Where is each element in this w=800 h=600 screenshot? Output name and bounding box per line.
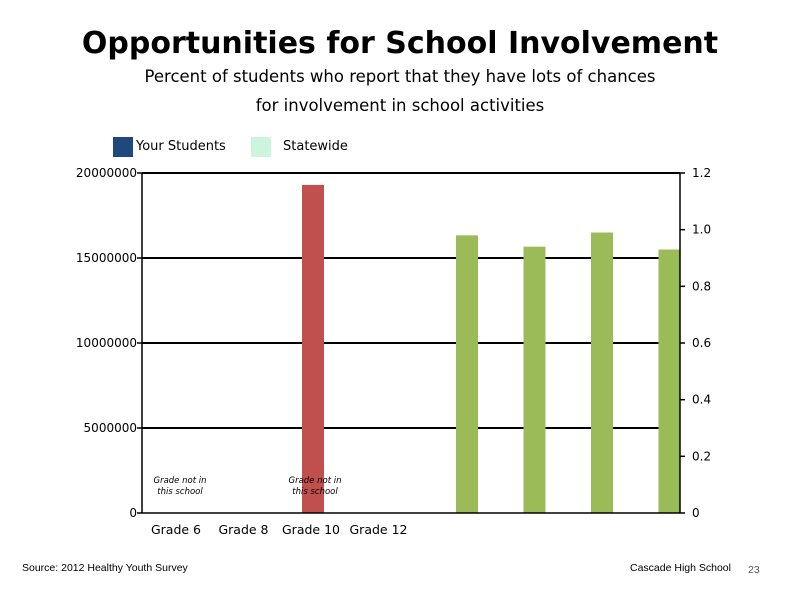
right-axis-tick-label: 0.4 (692, 393, 711, 407)
chart-title: Opportunities for School Involvement (81, 26, 719, 61)
right-axis-tick-label: 0.6 (692, 336, 711, 350)
right-axis-tick-label: 1.0 (692, 223, 711, 237)
left-axis-tick-label: 0 (129, 506, 137, 520)
bar-right-axis (523, 246, 546, 513)
right-axis-tick-label: 0 (692, 506, 700, 520)
category-label: Grade 8 (218, 522, 268, 537)
chart-subtitle-line-1: Percent of students who report that they… (144, 67, 656, 86)
annotation-text: this school (157, 487, 203, 497)
bar-right-axis (456, 235, 478, 514)
bars (302, 184, 681, 514)
page-number: 23 (748, 564, 760, 576)
annotation-text: this school (292, 487, 338, 497)
axis-labels: 0 5000000 10000000 15000000 20000000 0 0.2 0.4 0… (76, 166, 711, 537)
legend-swatch-statewide (251, 137, 271, 157)
bar-right-axis (658, 249, 681, 513)
right-axis-tick-label: 0.8 (692, 279, 711, 293)
school-name: Cascade High School (630, 562, 731, 574)
legend-label-your-students: Your Students (136, 139, 226, 154)
category-label: Grade 10 (282, 522, 340, 537)
annotation-text: Grade not in (289, 476, 342, 486)
gridlines (142, 172, 680, 429)
annotation-text: Grade not in (154, 476, 207, 486)
left-axis-tick-label: 10000000 (76, 336, 137, 350)
right-axis-tick-label: 0.2 (692, 449, 711, 463)
left-axis-tick-label: 5000000 (84, 421, 137, 435)
bar-right-axis (591, 232, 613, 513)
category-label: Grade 6 (151, 522, 201, 537)
category-label: Grade 12 (350, 522, 408, 537)
chart-subtitle-line-2: for involvement in school activities (255, 96, 545, 115)
source-note: Source: 2012 Healthy Youth Survey (22, 562, 188, 574)
right-axis-tick-label: 1.2 (692, 166, 711, 180)
left-axis-tick-label: 15000000 (76, 251, 137, 265)
bar-left-axis (302, 184, 324, 513)
axes (137, 172, 685, 514)
left-axis-tick-label: 20000000 (76, 166, 137, 180)
legend-swatch-your-students (113, 137, 133, 157)
legend-label-statewide: Statewide (283, 139, 348, 154)
